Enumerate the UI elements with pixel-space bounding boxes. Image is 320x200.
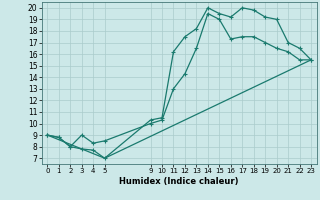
X-axis label: Humidex (Indice chaleur): Humidex (Indice chaleur) xyxy=(119,177,239,186)
